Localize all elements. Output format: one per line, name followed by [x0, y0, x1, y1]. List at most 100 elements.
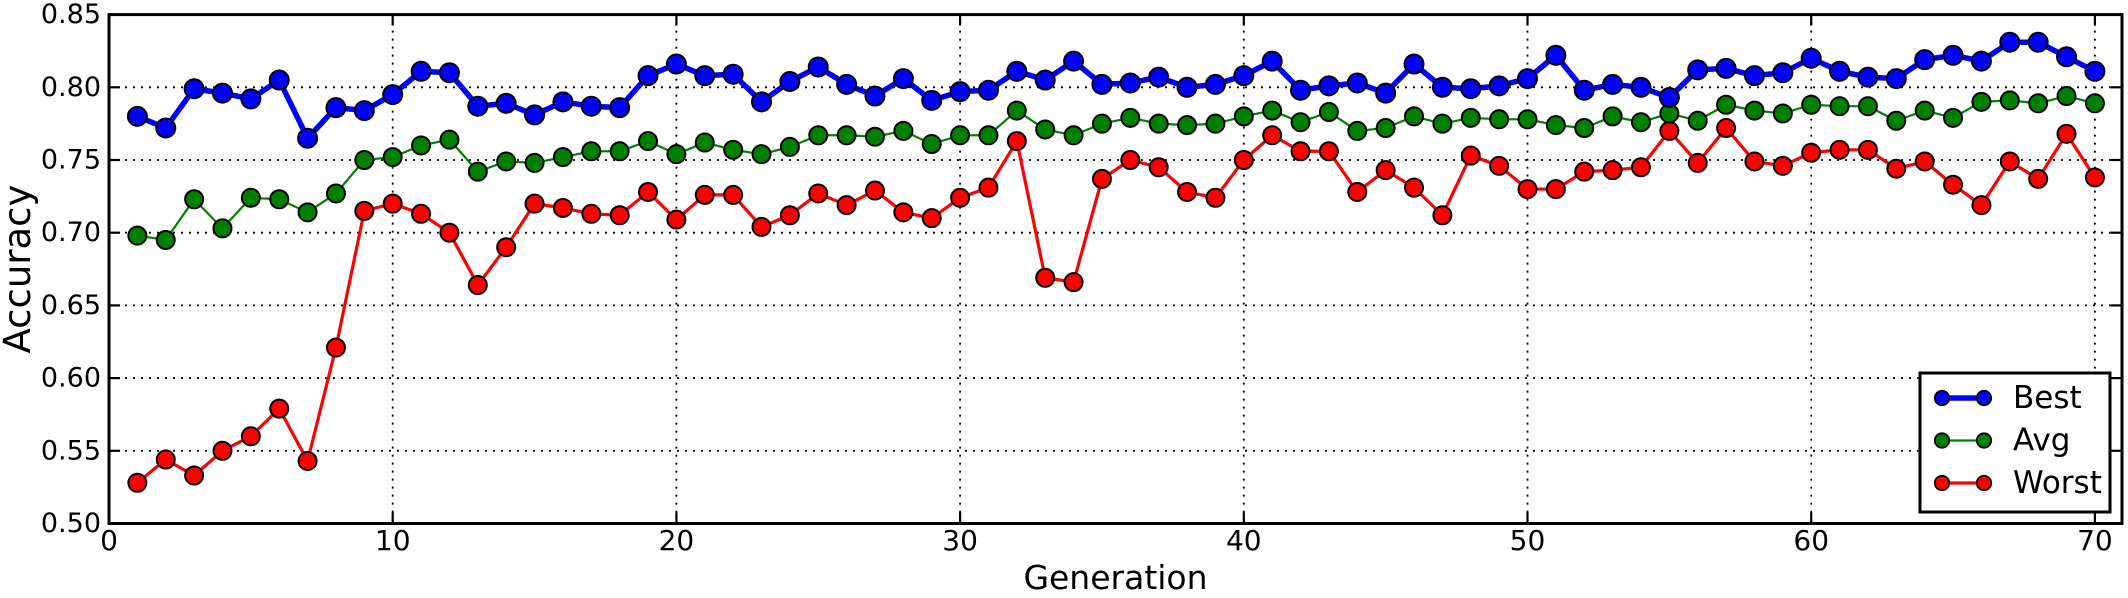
data-point-avg: [836, 125, 857, 146]
data-point-worst: [1006, 131, 1027, 152]
data-point-avg: [666, 144, 687, 165]
data-point-worst: [1035, 267, 1056, 288]
y-tick-label: 0.55: [41, 435, 101, 466]
data-point-avg: [1006, 100, 1027, 121]
data-point-best: [1630, 76, 1652, 98]
data-point-worst: [524, 193, 545, 214]
data-point-worst: [864, 180, 885, 201]
data-point-avg: [1233, 106, 1254, 127]
legend-sample-marker: [1975, 389, 1993, 407]
data-point-best: [807, 56, 829, 78]
data-point-avg: [978, 125, 999, 146]
data-point-avg: [1460, 107, 1481, 128]
data-point-best: [1261, 50, 1283, 72]
data-point-best: [1204, 73, 1226, 95]
data-point-worst: [1404, 177, 1425, 198]
data-point-worst: [1318, 141, 1339, 162]
data-point-worst: [779, 205, 800, 226]
data-point-worst: [1716, 118, 1737, 139]
data-point-worst: [1943, 174, 1964, 195]
data-point-worst: [354, 200, 375, 221]
data-point-worst: [609, 205, 630, 226]
data-point-avg: [240, 187, 261, 208]
data-point-avg: [2028, 93, 2049, 114]
data-point-avg: [581, 141, 602, 162]
x-tick-label: 50: [1510, 524, 1546, 557]
data-point-avg: [1404, 106, 1425, 127]
legend-item-avg: Avg: [1933, 423, 2070, 459]
data-point-worst: [1063, 272, 1084, 293]
legend-label: Best: [2013, 380, 2082, 416]
data-point-avg: [1035, 119, 1056, 140]
data-point-avg: [1914, 100, 1935, 121]
data-point-best: [1290, 79, 1312, 101]
data-point-avg: [751, 144, 772, 165]
data-point-avg: [411, 135, 432, 156]
data-point-best: [665, 53, 687, 75]
data-point-best: [1034, 69, 1056, 91]
data-point-worst: [411, 203, 432, 224]
legend-label: Worst: [2013, 465, 2102, 501]
data-point-worst: [1120, 150, 1141, 170]
data-point-worst: [2084, 167, 2105, 188]
data-point-best: [183, 78, 205, 100]
data-point-best: [1091, 73, 1113, 95]
data-point-best: [353, 100, 375, 122]
data-point-avg: [1262, 100, 1283, 121]
data-point-avg: [723, 139, 744, 160]
data-point-avg: [893, 120, 914, 141]
data-point-avg: [1801, 94, 1822, 115]
data-point-avg: [1517, 109, 1538, 130]
data-point-avg: [354, 150, 375, 170]
data-point-best: [1914, 49, 1936, 71]
data-point-worst: [1375, 160, 1396, 181]
data-point-best: [1233, 65, 1255, 87]
x-tick-label: 20: [659, 524, 695, 557]
data-point-avg: [1432, 113, 1453, 134]
data-point-worst: [723, 184, 744, 205]
data-point-best: [126, 105, 148, 127]
x-tick-label: 60: [1793, 524, 1829, 557]
series-best: [126, 31, 2106, 149]
x-tick-label: 30: [942, 524, 978, 557]
legend-item-worst: Worst: [1933, 465, 2102, 501]
data-point-best: [864, 85, 886, 107]
legend-sample-marker: [1933, 432, 1951, 449]
data-point-best: [1687, 59, 1709, 81]
data-point-avg: [1375, 118, 1396, 139]
data-point-best: [694, 65, 716, 87]
data-point-worst: [1517, 179, 1538, 200]
x-tick-label: 40: [1226, 524, 1262, 557]
data-point-worst: [212, 440, 233, 461]
data-point-best: [1006, 60, 1028, 82]
data-point-worst: [978, 177, 999, 198]
data-point-avg: [1545, 115, 1566, 136]
x-tick-label: 10: [375, 524, 411, 557]
data-point-best: [609, 97, 631, 119]
data-point-best: [1829, 60, 1851, 82]
y-tick-label: 0.75: [41, 145, 101, 176]
data-point-avg: [609, 141, 630, 162]
data-point-best: [2084, 60, 2106, 82]
data-point-avg: [297, 202, 318, 223]
data-point-worst: [1574, 161, 1595, 182]
data-point-avg: [2084, 93, 2105, 114]
data-point-worst: [1489, 155, 1510, 176]
data-point-best: [495, 92, 517, 114]
data-point-avg: [1772, 103, 1793, 124]
data-point-avg: [1602, 106, 1623, 127]
data-point-avg: [1177, 115, 1198, 136]
legend-label: Avg: [2013, 423, 2070, 459]
data-point-avg: [1744, 100, 1765, 121]
data-point-worst: [2056, 123, 2077, 144]
data-point-avg: [467, 161, 488, 182]
data-point-best: [1857, 66, 1879, 88]
data-point-best: [1970, 50, 1992, 72]
data-point-best: [2027, 31, 2049, 53]
data-point-worst: [893, 202, 914, 223]
data-point-worst: [1262, 125, 1283, 146]
data-point-worst: [496, 237, 517, 258]
data-point-worst: [1290, 141, 1311, 162]
